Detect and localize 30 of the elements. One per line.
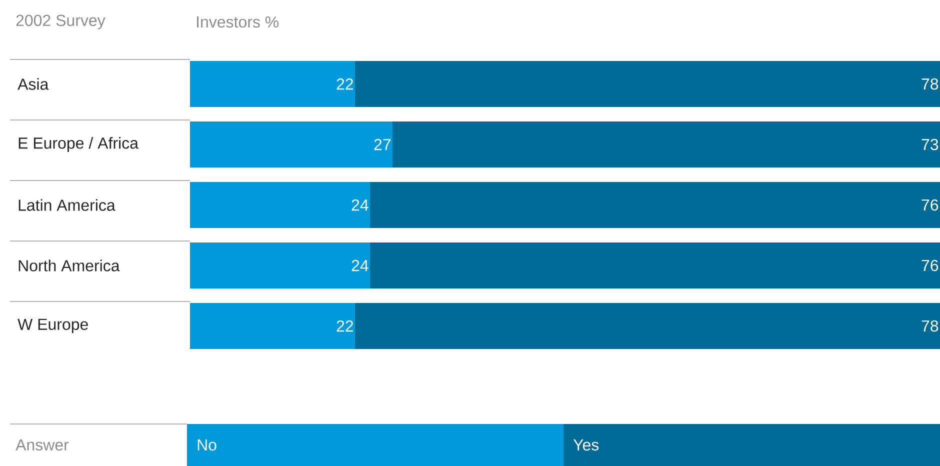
bar [190,60,356,107]
y-tick-label: W Europe [18,318,88,334]
legend-title: Answer [16,439,69,451]
data-label: 24 [352,199,368,211]
data-label: 73 [922,138,938,150]
bar [190,121,393,168]
data-label: 22 [336,78,353,90]
bar [190,242,370,288]
y-tick-label: Latin America [18,199,116,211]
data-label: 78 [922,320,938,332]
data-label: 22 [336,320,353,332]
bar [190,182,370,228]
bar [392,121,940,168]
y-tick-label: Asia [18,78,49,90]
bar [370,182,940,228]
data-label: 76 [922,199,938,211]
text: No [198,439,216,451]
text: Yes [573,439,599,451]
bar [355,302,940,349]
bar [190,302,356,349]
data-label: 24 [352,260,368,272]
y-tick-label: North America [18,260,120,272]
data-label: 76 [922,260,938,272]
bar [355,60,940,107]
data-label: 27 [374,138,390,150]
bar [370,242,940,288]
data-label: 78 [922,78,938,90]
y-tick-label: E Europe / Africa [18,137,138,152]
x-axis-title: Investors % [197,16,279,28]
text: 2002 Survey [16,14,106,30]
